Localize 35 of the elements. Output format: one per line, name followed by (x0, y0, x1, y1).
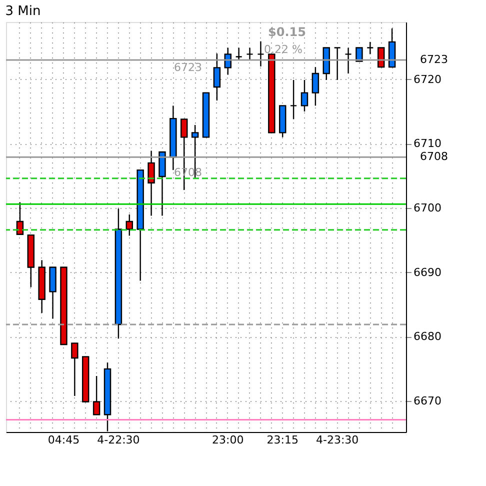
candlestick (126, 214, 133, 236)
annotation: 0.22 % (264, 43, 302, 56)
candlestick (148, 150, 155, 216)
y-tick-label: 6680 (414, 330, 442, 344)
x-tick-label: 4-22:30 (97, 434, 140, 446)
annotation: 6723 (174, 61, 202, 74)
candlestick (334, 47, 341, 81)
candlestick (344, 47, 352, 74)
candlestick (356, 47, 363, 62)
x-tick-label: 04:45 (48, 434, 80, 446)
candlestick (257, 40, 264, 68)
candlestick (224, 47, 232, 76)
y-tick-label: 6700 (414, 202, 442, 215)
candlestick (300, 79, 308, 112)
y-tick-label: 6720 (414, 72, 442, 86)
candlestick (235, 47, 242, 61)
candlestick (377, 47, 385, 68)
ref-line-label: 6708 (420, 150, 448, 164)
annotation: $0.15 (268, 25, 306, 39)
ref-line-label: 6723 (420, 52, 448, 66)
chart-title: 3 Min (5, 4, 41, 19)
x-tick-label: 4-23:30 (316, 434, 359, 446)
candlestick (290, 79, 298, 120)
candlestick (71, 342, 78, 397)
candlestick (16, 202, 24, 235)
candlestick (366, 41, 374, 55)
x-tick-label: 23:15 (266, 434, 298, 446)
y-tick-label: 6690 (414, 266, 442, 279)
y-tick-label: 6670 (414, 394, 442, 408)
candlestick (92, 375, 100, 416)
candlestick (246, 47, 254, 61)
candlestick (312, 66, 320, 106)
x-tick-label: 23:00 (212, 434, 244, 446)
candlestick (213, 52, 221, 102)
y-tick-label: 6710 (414, 137, 442, 150)
